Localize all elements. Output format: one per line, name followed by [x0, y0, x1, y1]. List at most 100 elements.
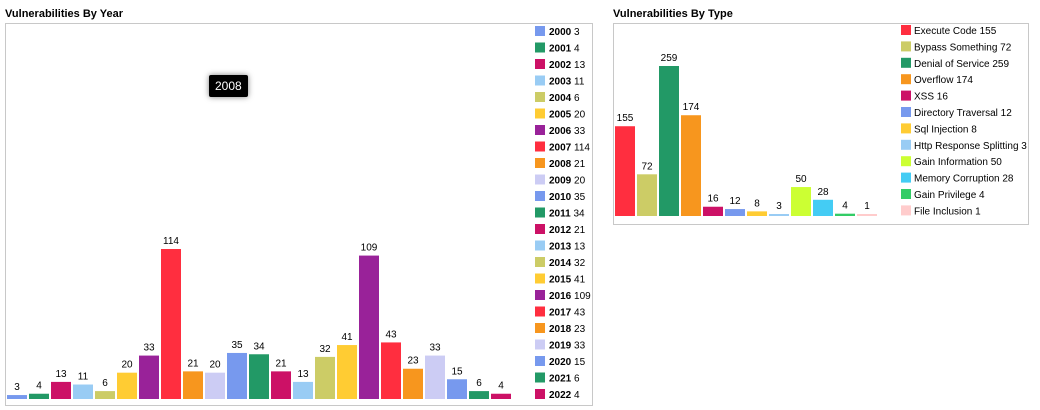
year-legend-swatch — [535, 356, 545, 366]
type-bar-value-label: 259 — [661, 53, 678, 64]
year-bar-value-label: 34 — [253, 341, 265, 352]
type-bar-value-label: 1 — [864, 201, 870, 212]
type-legend-swatch — [901, 205, 911, 216]
year-bar-value-label: 41 — [341, 332, 353, 343]
year-bar — [117, 372, 137, 399]
year-legend-entry: 2007 114 — [549, 143, 590, 154]
year-legend-swatch — [535, 290, 545, 300]
type-legend-entry: Memory Corruption 28 — [914, 174, 1014, 185]
year-bar — [491, 393, 511, 399]
type-legend-swatch — [901, 41, 911, 52]
type-bar-value-label: 4 — [842, 201, 848, 212]
type-legend-swatch — [901, 90, 911, 101]
type-legend-swatch — [901, 57, 911, 68]
year-bar-value-label: 35 — [231, 340, 243, 351]
year-bar-value-label: 13 — [297, 369, 309, 380]
year-legend-swatch — [535, 273, 545, 284]
year-bar — [139, 355, 159, 399]
year-bar-value-label: 32 — [319, 344, 331, 355]
hover-tooltip: 2008 — [209, 75, 248, 97]
year-legend-entry: 2001 4 — [549, 44, 580, 55]
year-bar — [381, 342, 401, 399]
type-bar-value-label: 155 — [617, 113, 634, 124]
type-bar-value-label: 72 — [641, 161, 653, 172]
year-legend-entry: 2010 35 — [549, 192, 586, 203]
type-bar — [703, 206, 723, 216]
year-legend-swatch — [535, 158, 545, 168]
year-bar-value-label: 33 — [429, 343, 441, 354]
year-bar — [271, 371, 291, 399]
type-legend-entry: File Inclusion 1 — [914, 206, 981, 217]
year-legend-entry: 2020 15 — [549, 357, 586, 368]
type-legend-entry: Directory Traversal 12 — [914, 108, 1012, 119]
year-bar-value-label: 33 — [143, 343, 155, 354]
type-bar-value-label: 28 — [817, 187, 829, 198]
type-legend-entry: Denial of Service 259 — [914, 59, 1009, 70]
type-bar — [615, 126, 635, 216]
type-bar-value-label: 3 — [776, 201, 782, 212]
type-bar — [747, 211, 767, 216]
year-legend-entry: 2004 6 — [549, 93, 580, 104]
year-legend-swatch — [535, 75, 545, 86]
type-bar — [791, 187, 811, 216]
year-legend-entry: 2015 41 — [549, 275, 586, 286]
type-bar — [835, 213, 855, 216]
year-legend-entry: 2006 33 — [549, 126, 586, 137]
year-bar — [227, 352, 247, 399]
year-legend-swatch — [535, 389, 545, 399]
year-bar-value-label: 21 — [187, 358, 199, 369]
year-legend-swatch — [535, 240, 545, 251]
year-bar — [315, 356, 335, 399]
year-legend-entry: 2002 13 — [549, 60, 586, 71]
year-legend-entry: 2016 109 — [549, 291, 591, 302]
year-legend-entry: 2000 3 — [549, 27, 580, 38]
type-legend-entry: Gain Information 50 — [914, 157, 1002, 168]
year-bar-value-label: 6 — [476, 378, 482, 389]
year-legend-entry: 2005 20 — [549, 110, 586, 121]
type-legend-entry: Overflow 174 — [914, 75, 973, 86]
year-bar — [403, 368, 423, 399]
year-bar — [183, 371, 203, 399]
year-chart-title: Vulnerabilities By Year — [5, 8, 124, 20]
type-legend-swatch — [901, 189, 911, 199]
type-legend-swatch — [901, 107, 911, 117]
year-legend-entry: 2019 33 — [549, 341, 586, 352]
year-legend-swatch — [535, 339, 545, 350]
year-bar — [73, 384, 93, 399]
year-bar — [447, 379, 467, 399]
type-chart-title: Vulnerabilities By Type — [613, 8, 733, 20]
year-bar-value-label: 6 — [102, 378, 108, 389]
year-legend-swatch — [535, 125, 545, 135]
year-legend-entry: 2012 21 — [549, 225, 586, 236]
year-legend-swatch — [535, 257, 545, 267]
year-bar-value-label: 109 — [361, 243, 378, 254]
year-legend-swatch — [535, 323, 545, 333]
type-legend-swatch — [901, 74, 911, 85]
type-bar-value-label: 50 — [795, 174, 807, 185]
year-legend-entry: 2003 11 — [549, 77, 585, 88]
type-bar — [813, 199, 833, 216]
type-bar — [857, 214, 877, 216]
year-legend-swatch — [535, 141, 545, 152]
year-bar — [7, 395, 27, 399]
type-bar-value-label: 8 — [754, 198, 760, 209]
year-bar-value-label: 43 — [385, 329, 397, 340]
type-legend-entry: Sql Injection 8 — [914, 124, 977, 135]
year-legend-swatch — [535, 306, 545, 317]
year-legend-entry: 2014 32 — [549, 258, 586, 269]
type-legend-swatch — [901, 25, 911, 35]
year-legend-swatch — [535, 224, 545, 234]
type-legend-entry: XSS 16 — [914, 92, 948, 103]
year-bar-value-label: 4 — [36, 381, 42, 392]
type-legend-entry: Http Response Splitting 3 — [914, 141, 1027, 152]
year-bar-value-label: 11 — [78, 372, 89, 383]
year-bar-value-label: 21 — [275, 358, 287, 369]
year-bar — [469, 391, 489, 399]
year-legend-swatch — [535, 372, 545, 383]
year-legend-entry: 2017 43 — [549, 308, 586, 319]
year-bar — [293, 381, 313, 399]
year-bar-value-label: 13 — [55, 369, 67, 380]
year-bar-value-label: 114 — [163, 236, 179, 247]
year-legend-swatch — [535, 26, 545, 36]
